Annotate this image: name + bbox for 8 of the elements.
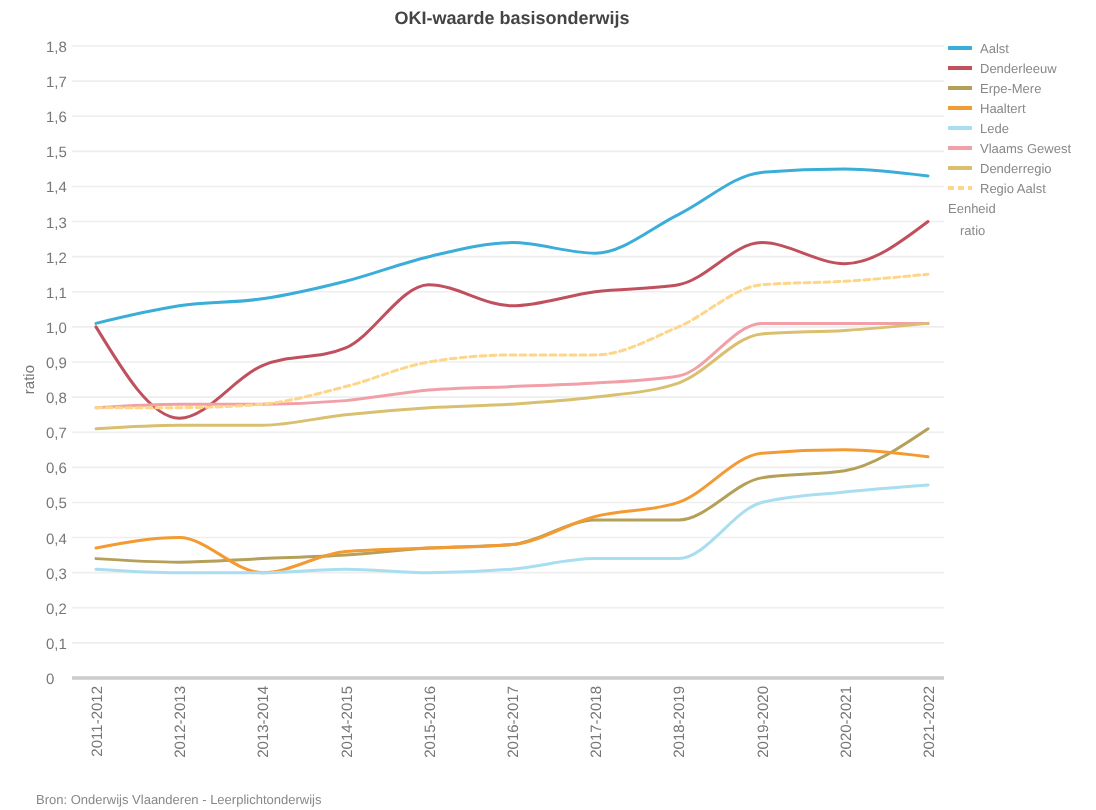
line-series [94,321,930,431]
line-series [94,427,930,564]
line-series [94,483,930,575]
line-series [94,167,930,325]
chart-title: OKI-waarde basisonderwijs [394,8,630,28]
line-series [94,272,930,410]
line-series [94,220,930,420]
line-series [94,448,930,575]
